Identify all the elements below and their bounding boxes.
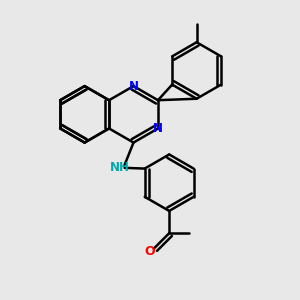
Text: O: O bbox=[145, 244, 155, 258]
Text: N: N bbox=[128, 80, 139, 93]
Text: N: N bbox=[153, 122, 163, 135]
Text: NH: NH bbox=[110, 161, 130, 174]
